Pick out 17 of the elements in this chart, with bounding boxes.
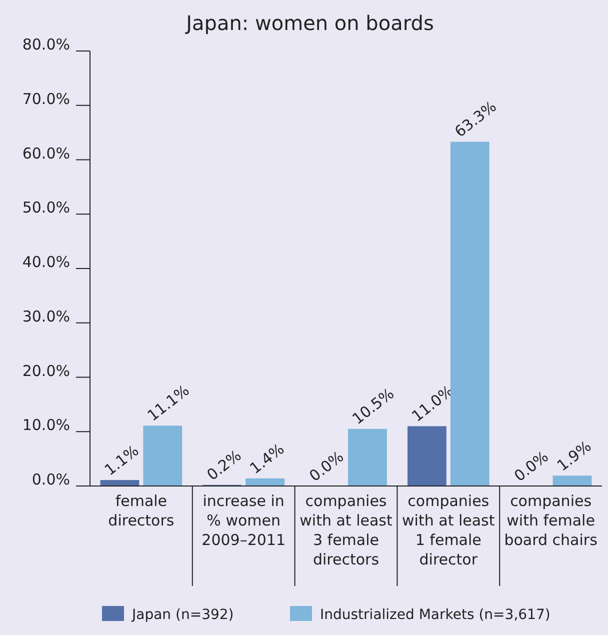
x-tick-label: companies with at least 3 female directors <box>300 492 392 568</box>
y-tick-label: 70.0% <box>22 90 70 108</box>
x-tick-label: female directors <box>108 492 174 530</box>
x-tick-label: companies with female board chairs <box>504 492 598 549</box>
x-tick-label: companies with at least 1 female director <box>402 492 495 568</box>
y-tick-label: 80.0% <box>22 36 70 54</box>
y-tick-label: 40.0% <box>22 253 70 271</box>
y-tick-label: 20.0% <box>22 362 70 380</box>
legend-label: Industrialized Markets (n=3,617) <box>320 607 550 623</box>
y-tick-label: 10.0% <box>22 416 70 434</box>
y-tick-label: 60.0% <box>22 144 70 162</box>
y-tick-label: 0.0% <box>32 470 70 488</box>
y-tick-label: 30.0% <box>22 307 70 326</box>
legend-label: Japan (n=392) <box>131 607 234 623</box>
y-tick-label: 50.0% <box>22 198 70 217</box>
x-tick-label: increase in % women 2009–2011 <box>202 492 286 549</box>
chart-title: Japan: women on boards <box>184 11 434 35</box>
